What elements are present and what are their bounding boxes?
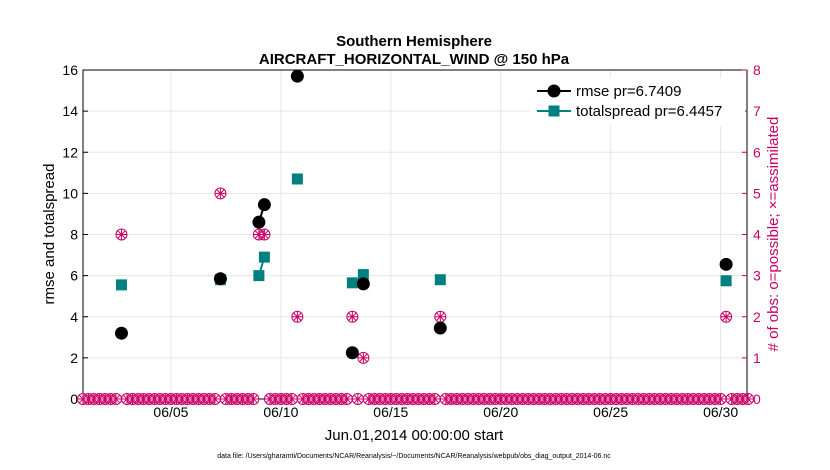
obs-count-marker-assimilated [434, 311, 446, 323]
totalspread-point [434, 274, 446, 286]
y-right-tick-label: 3 [753, 268, 761, 284]
y-left-tick-label: 8 [70, 227, 78, 243]
obs-count-marker-assimilated [115, 229, 127, 240]
totalspread-point [346, 277, 358, 289]
x-tick-label: 06/20 [483, 404, 518, 420]
totalspread-point [258, 251, 270, 263]
legend: rmse pr=6.7409 totalspread pr=6.4457 [530, 78, 745, 126]
chart-subtitle: AIRCRAFT_HORIZONTAL_WIND @ 150 hPa [259, 51, 570, 68]
rmse-point [356, 277, 370, 291]
rmse-point [433, 321, 447, 335]
y-axis-right: 0 1 2 3 4 5 6 7 8 [742, 62, 761, 407]
totalspread-point [115, 279, 127, 291]
rmse-point [257, 198, 271, 212]
obs-count-marker-assimilated [346, 311, 358, 323]
x-tick-label: 06/25 [593, 404, 628, 420]
y-right-tick-label: 8 [753, 62, 761, 78]
y-left-tick-label: 0 [70, 391, 78, 407]
y-left-tick-label: 6 [70, 268, 78, 284]
x-tick-label: 06/05 [153, 404, 188, 420]
obs-zero-marker-assimilated [209, 393, 221, 405]
data-series [114, 69, 733, 360]
totalspread-point [291, 173, 303, 185]
obs-zero-marker-assimilated [247, 393, 259, 405]
rmse-point [213, 272, 227, 286]
obs-zero-marker-assimilated [352, 393, 364, 405]
rmse-point [252, 215, 266, 229]
obs-zero-marker-assimilated [715, 393, 727, 405]
y-right-tick-label: 2 [753, 309, 761, 325]
rmse-point [345, 346, 359, 360]
chart-title: Southern Hemisphere [336, 33, 492, 50]
y-left-tick-label: 14 [62, 103, 78, 119]
totalspread-point [720, 275, 732, 287]
obs-zero-marker-assimilated [742, 393, 754, 405]
y-right-tick-label: 0 [753, 391, 761, 407]
y-left-tick-label: 4 [70, 309, 78, 325]
y-right-tick-label: 6 [753, 144, 761, 160]
obs-zero-marker-assimilated [110, 393, 122, 405]
totalspread-point [357, 269, 369, 281]
rmse-point [719, 257, 733, 271]
obs-count-series [77, 187, 755, 405]
y-axis-left: 0 2 4 6 8 10 12 14 16 [62, 62, 88, 407]
y-left-tick-label: 2 [70, 350, 78, 366]
totalspread-point [253, 270, 265, 282]
y-right-tick-label: 5 [753, 185, 761, 201]
y-right-tick-label: 7 [753, 103, 761, 119]
obs-count-marker-assimilated [214, 187, 226, 199]
obs-zero-marker-assimilated [429, 393, 441, 405]
x-axis: 06/05 06/10 06/15 06/20 06/25 06/30 [153, 394, 738, 420]
obs-count-marker-assimilated [357, 352, 369, 364]
obs-zero-marker-assimilated [341, 393, 353, 405]
y-right-tick-label: 1 [753, 350, 761, 366]
y-left-tick-label: 10 [62, 185, 78, 201]
legend-spread-label: totalspread pr=6.4457 [576, 103, 722, 120]
y-left-tick-label: 12 [62, 144, 78, 160]
legend-rmse-label: rmse pr=6.7409 [576, 83, 681, 100]
rmse-point [114, 326, 128, 340]
y-axis-right-label: # of obs: o=possible; ×=assimilated [765, 117, 782, 352]
x-axis-label: Jun.01,2014 00:00:00 start [325, 427, 504, 444]
obs-zero-marker-assimilated [286, 393, 298, 405]
legend-rmse-marker [547, 84, 561, 98]
obs-count-marker-assimilated [720, 311, 732, 323]
obs-count-marker-assimilated [258, 229, 270, 240]
legend-box [530, 78, 745, 126]
y-left-tick-label: 16 [62, 62, 78, 78]
y-right-tick-label: 4 [753, 227, 761, 243]
rmse-point [290, 69, 304, 83]
x-tick-label: 06/30 [703, 404, 738, 420]
y-axis-left-label: rmse and totalspread [41, 164, 58, 305]
obs-count-marker-assimilated [291, 311, 303, 323]
x-tick-label: 06/15 [373, 404, 408, 420]
legend-spread-marker [548, 105, 560, 117]
x-tick-label: 06/10 [263, 404, 298, 420]
data-file-footnote: data file: /Users/gharamti/Documents/NCA… [217, 453, 611, 460]
